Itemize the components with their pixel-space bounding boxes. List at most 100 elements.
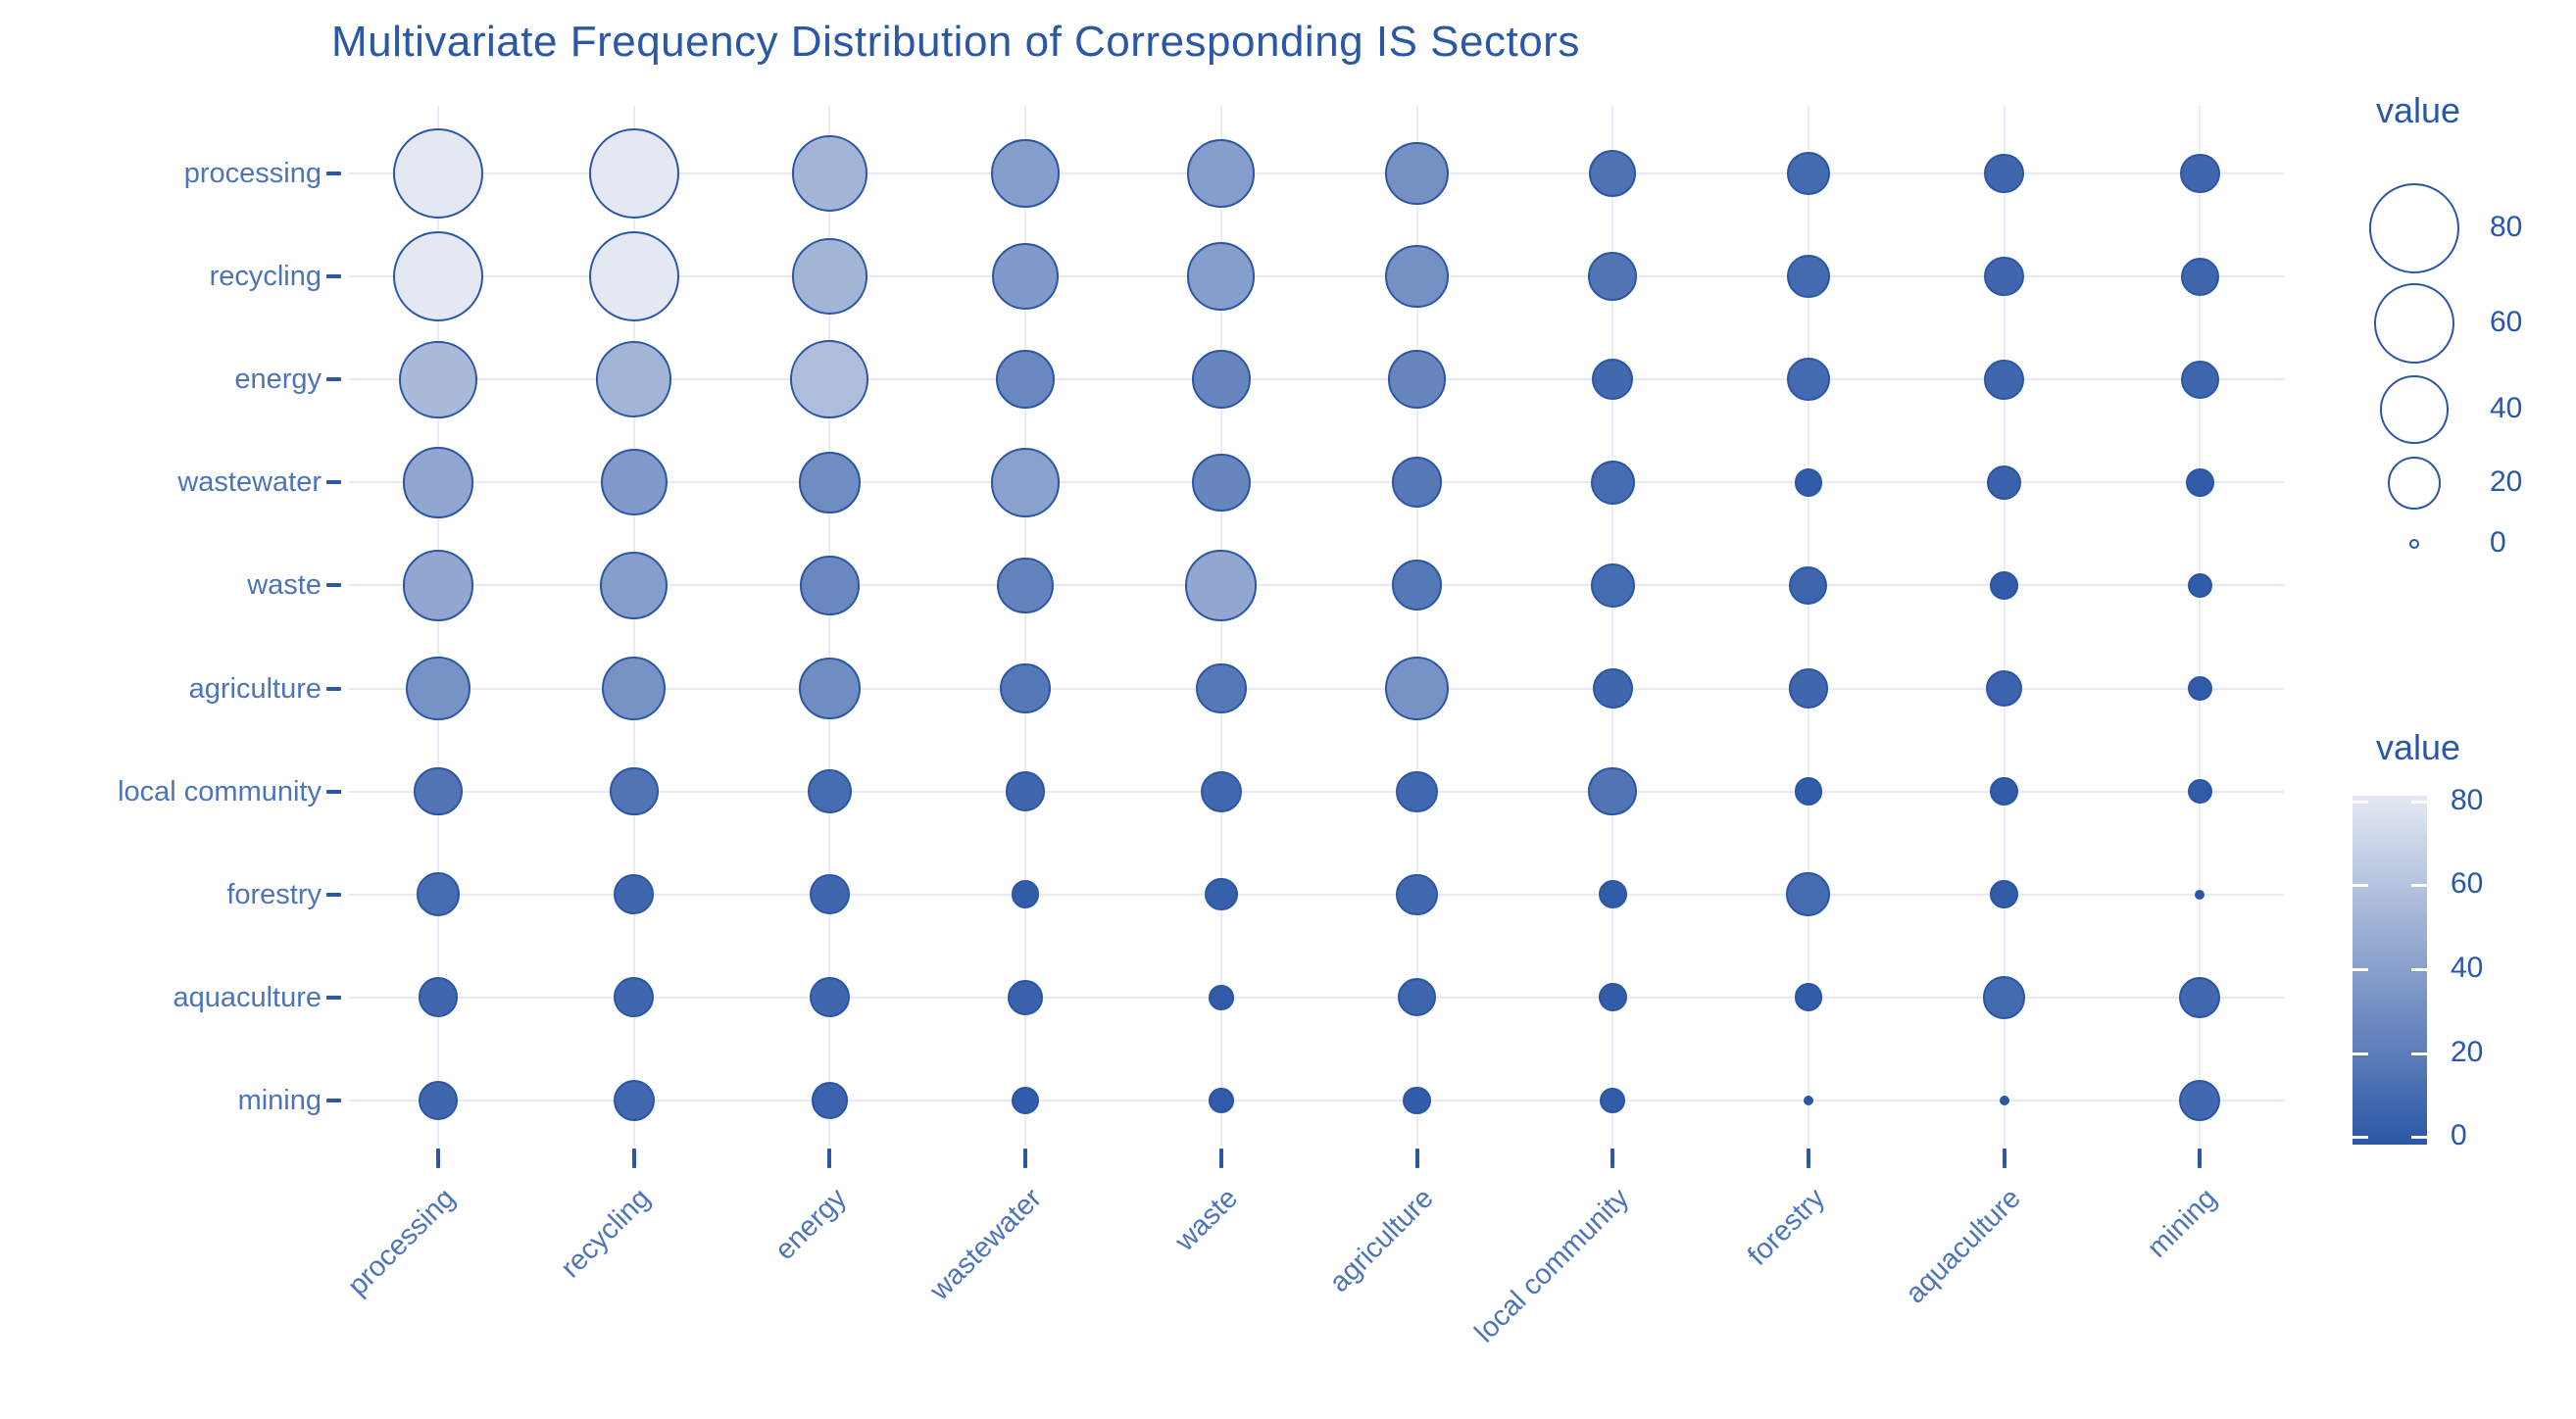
bubble-processing-x-waste	[1187, 139, 1256, 208]
color-legend-tick-mark	[2353, 1136, 2368, 1139]
bubble-recycling-x-recycling	[588, 231, 679, 322]
gridline-vertical	[2199, 106, 2202, 1147]
bubble-local-community-x-forestry	[1794, 777, 1823, 806]
bubble-forestry-x-mining	[2195, 889, 2205, 900]
color-legend-title: value	[2376, 727, 2461, 767]
gridline-vertical	[437, 106, 439, 1147]
bubble-recycling-x-forestry	[1787, 255, 1830, 298]
bubble-aquaculture-x-recycling	[614, 977, 655, 1018]
bubble-agriculture-x-forestry	[1788, 668, 1829, 709]
x-axis-tick	[827, 1149, 832, 1168]
bubble-forestry-x-aquaculture	[1990, 880, 2018, 909]
color-legend-label-0: 0	[2451, 1119, 2467, 1151]
size-legend-label-20: 20	[2490, 465, 2523, 498]
gridline-vertical	[1415, 106, 1418, 1147]
bubble-energy-x-energy	[790, 340, 869, 419]
bubble-aquaculture-x-mining	[2179, 976, 2221, 1018]
y-axis-label-forestry: forestry	[226, 878, 322, 910]
y-axis-tick	[326, 274, 341, 279]
bubble-wastewater-x-forestry	[1794, 467, 1823, 497]
bubble-local-community-x-aquaculture	[1990, 777, 2018, 806]
bubble-aquaculture-x-aquaculture	[1982, 976, 2026, 1019]
bubble-waste-x-energy	[800, 556, 860, 615]
y-axis-tick	[326, 480, 341, 485]
bubble-local-community-x-waste	[1200, 770, 1242, 812]
size-legend-circle-0	[2409, 539, 2419, 549]
bubble-processing-x-recycling	[588, 128, 679, 219]
bubble-recycling-x-wastewater	[992, 243, 1060, 311]
y-axis-label-local-community: local community	[118, 775, 322, 807]
bubble-agriculture-x-local-community	[1592, 668, 1633, 709]
y-axis-label-aquaculture: aquaculture	[173, 981, 322, 1013]
y-axis-tick	[326, 171, 341, 175]
bubble-processing-x-energy	[791, 135, 868, 212]
gridline-horizontal	[348, 378, 2284, 381]
x-axis-tick	[1806, 1149, 1810, 1168]
bubble-processing-x-wastewater	[991, 139, 1060, 208]
bubble-forestry-x-forestry	[1786, 872, 1831, 917]
gridline-horizontal	[348, 275, 2284, 278]
bubble-agriculture-x-agriculture	[1384, 656, 1450, 721]
size-legend-label-80: 80	[2490, 211, 2523, 243]
x-axis-label-local-community: local community	[1468, 1182, 1636, 1349]
bubble-agriculture-x-processing	[406, 656, 471, 721]
y-axis-tick	[326, 377, 341, 382]
bubble-energy-x-mining	[2180, 360, 2219, 399]
x-axis-tick	[1610, 1149, 1615, 1168]
bubble-local-community-x-mining	[2187, 778, 2213, 805]
bubble-forestry-x-wastewater	[1011, 880, 1040, 909]
bubble-waste-x-recycling	[600, 551, 669, 620]
y-axis-tick	[326, 686, 341, 691]
bubble-aquaculture-x-energy	[810, 977, 850, 1018]
y-axis-tick	[326, 995, 341, 1000]
bubble-wastewater-x-wastewater	[990, 447, 1061, 517]
bubble-mining-x-forestry	[1803, 1095, 1813, 1105]
bubble-aquaculture-x-local-community	[1598, 983, 1627, 1012]
bubble-forestry-x-local-community	[1598, 880, 1627, 909]
bubble-energy-x-waste	[1192, 350, 1251, 409]
bubble-forestry-x-recycling	[614, 874, 655, 915]
bubble-agriculture-x-waste	[1195, 662, 1247, 714]
bubble-waste-x-aquaculture	[1990, 571, 2018, 600]
gridline-horizontal	[348, 893, 2284, 896]
x-axis-label-agriculture: agriculture	[1323, 1182, 1440, 1299]
gridline-vertical	[1611, 106, 1614, 1147]
bubble-wastewater-x-local-community	[1590, 460, 1635, 505]
bubble-recycling-x-aquaculture	[1984, 256, 2024, 297]
y-axis-label-agriculture: agriculture	[188, 672, 322, 705]
y-axis-label-wastewater: wastewater	[177, 466, 322, 499]
size-legend-label-0: 0	[2490, 526, 2506, 559]
color-legend-label-40: 40	[2451, 952, 2484, 984]
x-axis-label-aquaculture: aquaculture	[1900, 1182, 2027, 1310]
gridline-vertical	[2003, 106, 2006, 1147]
bubble-mining-x-agriculture	[1403, 1086, 1431, 1115]
bubble-local-community-x-processing	[414, 766, 463, 816]
bubble-recycling-x-waste	[1187, 242, 1256, 311]
color-legend-label-20: 20	[2451, 1036, 2484, 1068]
gridline-vertical	[1807, 106, 1809, 1147]
x-axis-tick	[2002, 1149, 2006, 1168]
bubble-mining-x-energy	[811, 1082, 849, 1119]
bubble-processing-x-local-community	[1588, 149, 1637, 198]
bubble-local-community-x-energy	[807, 769, 852, 814]
x-axis-label-waste: waste	[1168, 1182, 1245, 1257]
bubble-energy-x-local-community	[1592, 359, 1634, 401]
bubble-agriculture-x-recycling	[602, 656, 667, 721]
gridline-horizontal	[348, 790, 2284, 793]
bubble-recycling-x-mining	[2180, 257, 2219, 296]
bubble-waste-x-mining	[2187, 572, 2213, 599]
gridline-vertical	[828, 106, 831, 1147]
bubble-waste-x-processing	[402, 550, 474, 621]
bubble-mining-x-recycling	[613, 1079, 655, 1121]
bubble-energy-x-processing	[399, 340, 477, 418]
bubble-processing-x-agriculture	[1385, 141, 1449, 206]
bubble-processing-x-processing	[393, 128, 483, 219]
bubble-energy-x-aquaculture	[1984, 359, 2024, 400]
gridline-horizontal	[348, 996, 2284, 999]
bubble-aquaculture-x-processing	[418, 977, 459, 1018]
x-axis-tick	[1218, 1149, 1223, 1168]
bubble-recycling-x-energy	[791, 238, 868, 315]
x-axis-tick	[436, 1149, 440, 1168]
x-axis-label-recycling: recycling	[555, 1182, 658, 1285]
